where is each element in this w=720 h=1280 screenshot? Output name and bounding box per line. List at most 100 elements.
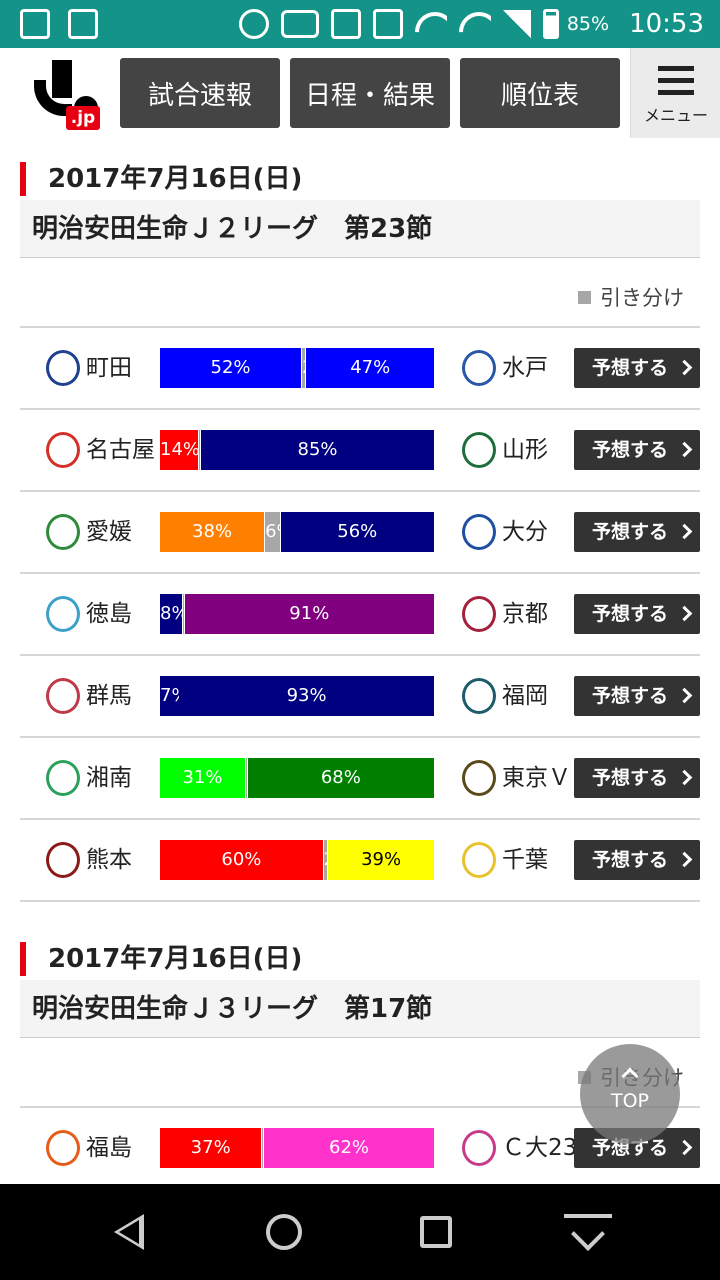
wifi-icon xyxy=(415,10,447,38)
home-team-emblem-icon xyxy=(46,514,80,550)
mail-icon xyxy=(68,9,98,39)
home-team-emblem-icon xyxy=(46,842,80,878)
chevron-right-icon xyxy=(676,441,693,458)
away-team-emblem-icon xyxy=(462,760,496,796)
away-team-emblem-icon xyxy=(462,1130,496,1166)
away-win-segment: 56% xyxy=(280,512,434,552)
nav-schedule-button[interactable]: 日程・結果 xyxy=(290,58,450,128)
signal-icon xyxy=(502,10,531,38)
home-team-name: 徳島 xyxy=(86,601,132,627)
jleague-logo[interactable]: .jp xyxy=(34,60,100,130)
alarm-icon xyxy=(238,9,269,39)
nav-live-button[interactable]: 試合速報 xyxy=(120,58,280,128)
league-title: 明治安田生命Ｊ２リーグ 第23節 xyxy=(20,200,700,258)
chevron-right-icon xyxy=(676,1139,693,1156)
away-team-name: 福岡 xyxy=(502,683,548,709)
match-row: 町田 52%2%47% 水戸 予想する xyxy=(20,328,700,410)
draw-legend-label: 引き分け xyxy=(600,286,684,310)
scroll-top-button[interactable]: TOP xyxy=(580,1044,680,1144)
home-team-name: 群馬 xyxy=(86,683,132,709)
battery-percent: 85% xyxy=(566,13,610,35)
home-team-name: 名古屋 xyxy=(86,437,155,463)
chevron-right-icon xyxy=(676,687,693,704)
chevron-right-icon xyxy=(676,359,693,376)
predict-button[interactable]: 予想する xyxy=(574,840,700,880)
home-icon[interactable] xyxy=(266,1214,302,1250)
match-row: 熊本 60%2%39% 千葉 予想する xyxy=(20,820,700,902)
away-team-name: 千葉 xyxy=(502,847,548,873)
away-win-segment: 68% xyxy=(247,758,434,798)
menu-icon xyxy=(658,66,694,71)
home-win-segment: 37% xyxy=(160,1128,262,1168)
away-team-emblem-icon xyxy=(462,678,496,714)
chevron-right-icon xyxy=(676,523,693,540)
away-win-segment: 47% xyxy=(306,348,434,388)
tv-icon xyxy=(280,10,319,38)
android-nav-bar xyxy=(0,1184,720,1280)
menu-button[interactable]: メニュー xyxy=(630,48,720,138)
chevron-right-icon xyxy=(676,769,693,786)
match-row: 愛媛 38%6%56% 大分 予想する xyxy=(20,492,700,574)
predict-button[interactable]: 予想する xyxy=(574,594,700,634)
away-team-emblem-icon xyxy=(462,432,496,468)
gallery-icon xyxy=(20,9,50,39)
download-icon[interactable] xyxy=(564,1214,612,1251)
away-win-segment: 93% xyxy=(179,676,434,716)
away-team-emblem-icon xyxy=(462,514,496,550)
scroll-top-label: TOP xyxy=(610,1090,650,1112)
away-win-segment: 91% xyxy=(184,594,434,634)
prediction-bar: 14%1%85% xyxy=(160,430,434,470)
away-team-name: Ｃ大23 xyxy=(502,1135,578,1161)
away-team-emblem-icon xyxy=(462,350,496,386)
chevron-right-icon xyxy=(676,851,693,868)
match-row: 湘南 31%1%68% 東京Ｖ 予想する xyxy=(20,738,700,820)
away-win-segment: 85% xyxy=(201,430,434,470)
home-team-emblem-icon xyxy=(46,350,80,386)
section-date: 2017年7月16日(日) xyxy=(20,942,302,976)
back-icon[interactable] xyxy=(114,1214,144,1250)
away-team-name: 京都 xyxy=(502,601,548,627)
draw-segment: 1% xyxy=(198,430,202,470)
menu-label: メニュー xyxy=(643,106,708,125)
home-team-name: 町田 xyxy=(86,355,132,381)
logo-jp: .jp xyxy=(66,106,100,130)
home-team-emblem-icon xyxy=(46,1130,80,1166)
away-team-name: 東京Ｖ xyxy=(502,765,571,791)
predict-button[interactable]: 予想する xyxy=(574,430,700,470)
prediction-bar: 60%2%39% xyxy=(160,840,434,880)
draw-segment: 2% xyxy=(301,348,307,388)
prediction-bar: 7%93% xyxy=(160,676,434,716)
nfc-icon xyxy=(330,9,361,39)
recents-icon[interactable] xyxy=(420,1216,452,1248)
predict-button[interactable]: 予想する xyxy=(574,348,700,388)
draw-segment: 1% xyxy=(181,594,185,634)
predict-button[interactable]: 予想する xyxy=(574,676,700,716)
match-row: 徳島 8%1%91% 京都 予想する xyxy=(20,574,700,656)
home-win-segment: 31% xyxy=(160,758,245,798)
draw-segment: 2% xyxy=(322,840,329,880)
home-team-name: 湘南 xyxy=(86,765,132,791)
draw-segment: 1% xyxy=(244,758,248,798)
away-win-segment: 39% xyxy=(328,840,434,880)
divider xyxy=(20,326,700,328)
home-win-segment: 7% xyxy=(160,676,180,716)
away-team-name: 大分 xyxy=(502,519,548,545)
chevron-right-icon xyxy=(676,605,693,622)
home-team-name: 熊本 xyxy=(86,847,132,873)
predict-label: 予想する xyxy=(592,1137,669,1159)
draw-segment: 1% xyxy=(261,1128,265,1168)
predict-label: 予想する xyxy=(592,357,669,379)
battery-icon xyxy=(542,9,559,39)
home-team-name: 愛媛 xyxy=(86,519,132,545)
home-team-emblem-icon xyxy=(46,678,80,714)
away-team-emblem-icon xyxy=(462,596,496,632)
clock: 10:53 xyxy=(629,9,704,39)
draw-legend-swatch xyxy=(578,290,591,304)
nav-standings-button[interactable]: 順位表 xyxy=(460,58,620,128)
home-win-segment: 14% xyxy=(160,430,199,470)
predict-button[interactable]: 予想する xyxy=(574,758,700,798)
section-date: 2017年7月16日(日) xyxy=(20,162,302,196)
predict-button[interactable]: 予想する xyxy=(574,512,700,552)
away-team-name: 山形 xyxy=(502,437,548,463)
